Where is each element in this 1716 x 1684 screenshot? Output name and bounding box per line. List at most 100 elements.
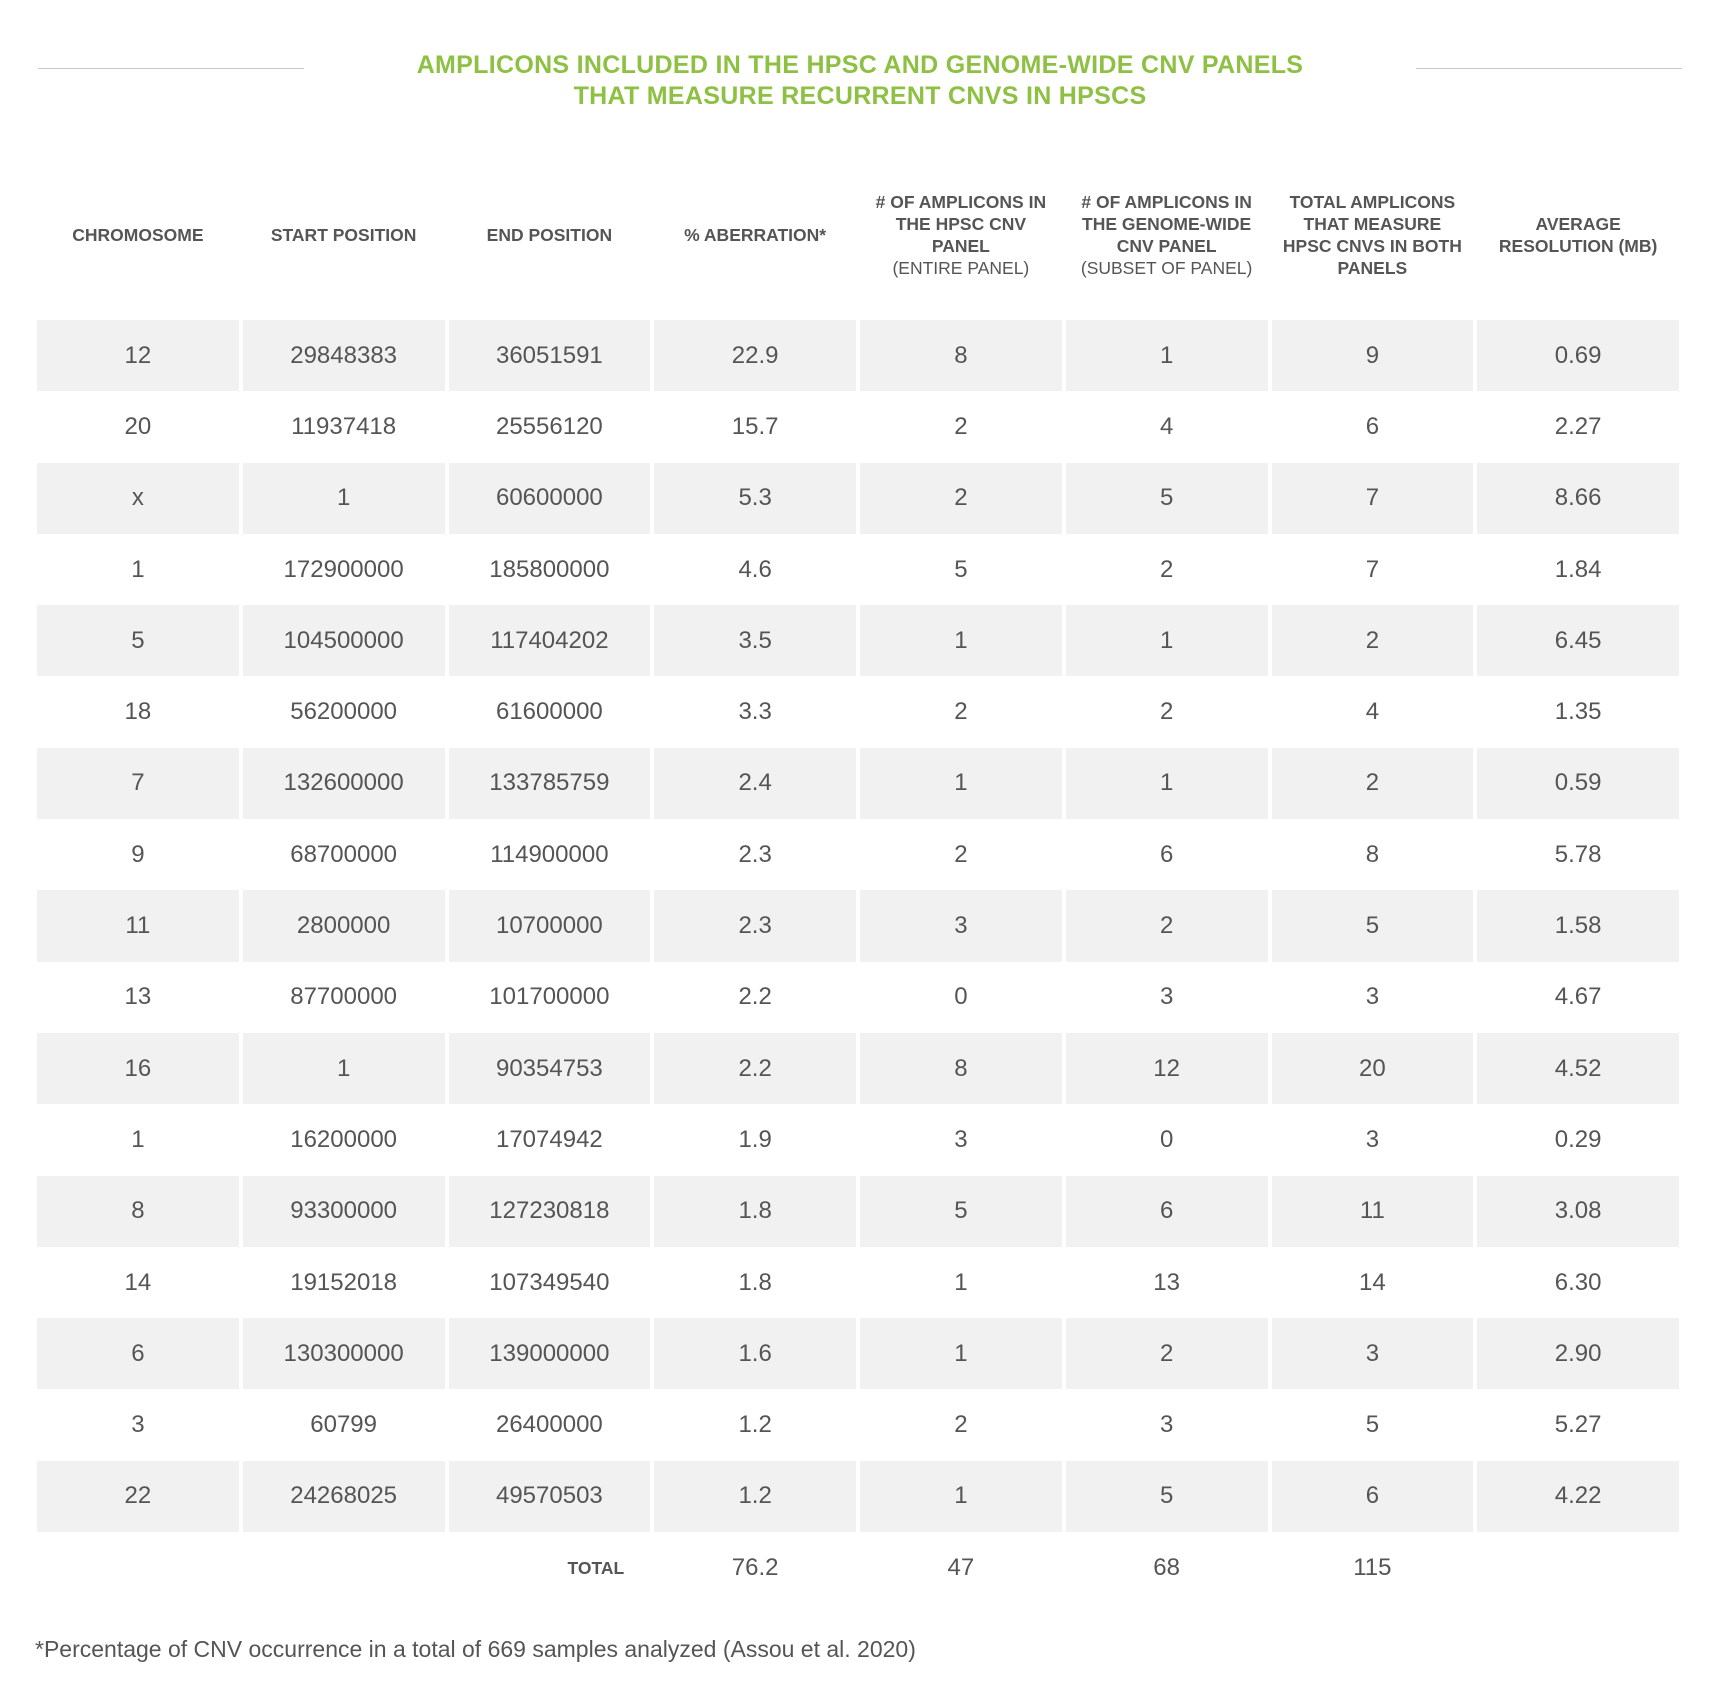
cell-end-position: 17074942 [495,1125,603,1153]
cell-start-position: 16200000 [290,1125,398,1153]
table-row: 1 172900000 185800000 4.6 5 2 7 1.84 [37,534,1679,605]
cell-genome-wide-amplicons: 5 [1065,462,1268,534]
cell-total-amplicons: 3 [1365,983,1380,1011]
header-genome-wide-amplicons: # OF AMPLICONS IN THE GENOME-WIDE CNV PA… [1066,150,1268,320]
totals-total-amplicons: 115 [1353,1554,1392,1582]
cell-chromosome: 14 [124,1268,152,1296]
footnote: *Percentage of CNV occurrence in a total… [35,1636,916,1662]
title-line-2: THAT MEASURE RECURRENT CNVS IN HPSCS [573,82,1147,110]
cell-genome-wide-amplicons: 1 [1065,747,1268,820]
cell-total-amplicons: 5 [1365,1411,1380,1439]
cell-aberration: 22.9 [654,320,856,392]
header-gw-sub: (SUBSET OF PANEL) [1080,258,1253,278]
cell-hpsc-amplicons: 1 [860,747,1062,820]
cell-chromosome: 12 [37,320,239,392]
cell-aberration: 1.6 [654,1318,856,1390]
cell-average-resolution: 0.69 [1477,320,1679,392]
cell-total-amplicons: 9 [1271,320,1474,392]
cell-genome-wide-amplicons: 6 [1065,1175,1268,1247]
cell-hpsc-amplicons: 8 [860,320,1062,392]
cell-hpsc-amplicons: 2 [954,698,968,726]
table-row: 6 130300000 139000000 1.6 1 2 3 2.90 [37,1318,1679,1390]
cell-aberration: 3.3 [738,698,772,726]
cell-end-position: 107349540 [489,1268,610,1296]
cell-total-amplicons: 14 [1359,1268,1386,1296]
cell-hpsc-amplicons: 2 [954,412,968,440]
cell-aberration: 2.4 [654,747,856,820]
cell-genome-wide-amplicons: 6 [1159,840,1174,868]
cell-chromosome: 9 [131,840,145,868]
table-row: 18 56200000 61600000 3.3 2 2 4 1.35 [37,676,1679,747]
cell-start-position: 24268025 [242,1460,445,1533]
cell-genome-wide-amplicons: 2 [1065,890,1268,962]
cell-hpsc-amplicons: 0 [954,983,968,1011]
cell-aberration: 2.3 [654,890,856,962]
cell-end-position: 117404202 [448,605,651,677]
cell-genome-wide-amplicons: 2 [1159,555,1174,583]
cell-total-amplicons: 3 [1365,1125,1380,1153]
table-row: 11 2800000 10700000 2.3 3 2 5 1.58 [37,890,1679,962]
header-end-position: END POSITION [486,225,613,245]
cell-chromosome: 16 [37,1032,239,1105]
cell-start-position: 172900000 [283,555,404,583]
totals-row: TOTAL 76.2 47 68 115 [37,1532,1679,1604]
cell-genome-wide-amplicons: 0 [1159,1125,1174,1153]
cell-end-position: 49570503 [448,1460,651,1533]
cell-hpsc-amplicons: 2 [860,462,1062,534]
cell-genome-wide-amplicons: 3 [1159,1411,1174,1439]
cell-end-position: 101700000 [489,983,610,1011]
title-rule-right [1416,68,1682,69]
cell-average-resolution: 5.78 [1554,840,1602,868]
header-start-position: START POSITION [270,225,417,245]
table-row: 12 29848383 36051591 22.9 8 1 9 0.69 [37,320,1679,392]
cell-average-resolution: 5.27 [1554,1411,1602,1439]
cell-end-position: 60600000 [448,462,651,534]
header-hpsc-sub: (ENTIRE PANEL) [892,258,1030,278]
cell-start-position: 56200000 [290,698,398,726]
cell-genome-wide-amplicons: 4 [1159,412,1174,440]
cell-total-amplicons: 4 [1365,698,1380,726]
cell-genome-wide-amplicons: 3 [1159,983,1174,1011]
cell-average-resolution: 1.84 [1554,555,1602,583]
title-line-1: AMPLICONS INCLUDED IN THE HPSC AND GENOM… [416,51,1304,79]
cell-hpsc-amplicons: 1 [954,1268,968,1296]
cell-start-position: 1 [242,1032,445,1105]
cell-hpsc-amplicons: 1 [860,1318,1062,1390]
cell-total-amplicons: 5 [1271,890,1474,962]
cell-end-position: 90354753 [448,1032,651,1105]
cell-end-position: 61600000 [495,698,603,726]
cell-chromosome: 6 [37,1318,239,1390]
cell-genome-wide-amplicons: 1 [1065,320,1268,392]
cell-average-resolution: 3.08 [1477,1175,1679,1247]
cell-genome-wide-amplicons: 13 [1153,1268,1180,1296]
cell-start-position: 2800000 [242,890,445,962]
cell-hpsc-amplicons: 1 [860,605,1062,677]
table-row: 8 93300000 127230818 1.8 5 6 11 3.08 [37,1175,1679,1247]
cell-end-position: 185800000 [489,555,610,583]
page-title: AMPLICONS INCLUDED IN THE HPSC AND GENOM… [310,50,1410,112]
cell-start-position: 130300000 [242,1318,445,1390]
cell-total-amplicons: 20 [1271,1032,1474,1105]
cell-hpsc-amplicons: 1 [860,1460,1062,1533]
cell-start-position: 104500000 [242,605,445,677]
cell-chromosome: 11 [37,890,239,962]
cell-average-resolution: 8.66 [1477,462,1679,534]
totals-empty [37,1532,239,1604]
header-hpsc-main: # OF AMPLICONS IN THE HPSC CNV PANEL [875,192,1047,256]
cell-start-position: 11937418 [291,412,397,440]
title-rule-left [38,68,304,69]
cell-genome-wide-amplicons: 5 [1065,1460,1268,1533]
cell-average-resolution: 6.30 [1554,1268,1602,1296]
cell-aberration: 15.7 [731,412,779,440]
cell-chromosome: 8 [37,1175,239,1247]
cell-start-position: 132600000 [242,747,445,820]
cell-total-amplicons: 2 [1271,605,1474,677]
header-average-resolution: AVERAGE RESOLUTION (MB) [1498,214,1658,256]
cell-hpsc-amplicons: 5 [860,1175,1062,1247]
table-row: 14 19152018 107349540 1.8 1 13 14 6.30 [37,1247,1679,1318]
table-row: 1 16200000 17074942 1.9 3 0 3 0.29 [37,1104,1679,1175]
cell-end-position: 25556120 [495,412,603,440]
cell-start-position: 29848383 [242,320,445,392]
table-row: 3 60799 26400000 1.2 2 3 5 5.27 [37,1389,1679,1460]
cell-end-position: 26400000 [495,1411,603,1439]
